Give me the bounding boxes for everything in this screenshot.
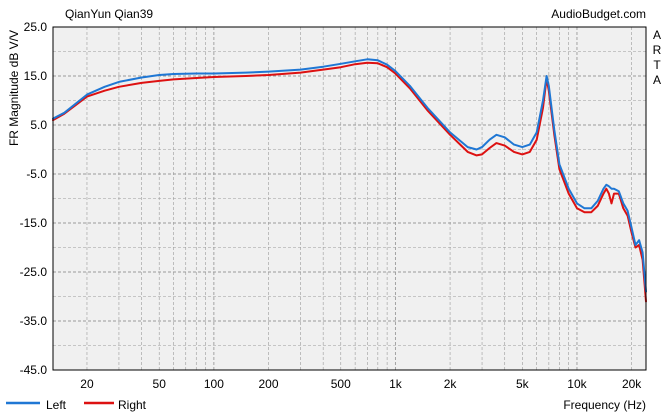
y-tick-label: 5.0: [30, 118, 47, 132]
x-tick-label: 20: [80, 377, 94, 391]
arta-letter-2: R: [653, 43, 662, 57]
x-tick-label: 50: [153, 377, 167, 391]
x-tick-label: 10k: [567, 377, 587, 391]
x-tick-label: 500: [331, 377, 351, 391]
series-line-right: [52, 61, 647, 303]
x-tick-label: 200: [259, 377, 279, 391]
arta-letter-1: A: [653, 28, 661, 42]
y-tick-label: -35.0: [20, 314, 48, 328]
x-tick-label: 20k: [622, 377, 642, 391]
y-tick-labels: 25.0 15.0 5.0 -5.0 -15.0 -25.0 -35.0 -45.0: [20, 20, 48, 377]
arta-letter-4: A: [653, 73, 661, 87]
x-tick-label: 100: [204, 377, 224, 391]
y-tick-label: 25.0: [24, 20, 48, 34]
y-tick-label: -25.0: [20, 265, 48, 279]
chart-title: QianYun Qian39: [65, 7, 153, 21]
y-tick-label: -45.0: [20, 363, 48, 377]
plot-frame: [52, 26, 647, 371]
arta-letter-3: T: [653, 58, 661, 72]
series-line-left: [52, 58, 647, 293]
legend: Left Right: [6, 398, 147, 412]
legend-left-label: Left: [46, 398, 67, 412]
y-axis-label: FR Magnitude dB V/V: [7, 30, 21, 146]
y-tick-label: -15.0: [20, 216, 48, 230]
x-axis-label: Frequency (Hz): [563, 398, 646, 412]
y-tick-label: -5.0: [26, 167, 47, 181]
grid: [53, 26, 646, 371]
x-tick-labels: 20 50 100 200 500 1k 2k 5k 10k 20k: [80, 377, 642, 391]
series-lines: [52, 58, 647, 303]
site-label: AudioBudget.com: [551, 7, 646, 21]
x-tick-label: 2k: [444, 377, 458, 391]
legend-right-label: Right: [118, 398, 147, 412]
y-tick-label: 15.0: [24, 69, 48, 83]
x-tick-label: 5k: [516, 377, 530, 391]
x-tick-label: 1k: [389, 377, 403, 391]
